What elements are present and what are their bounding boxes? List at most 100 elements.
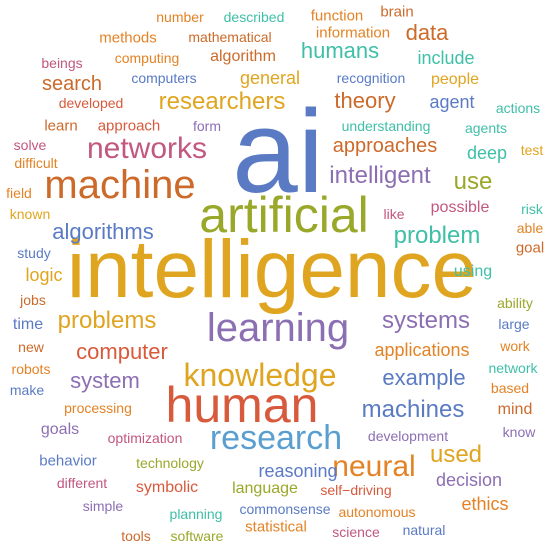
- cloud-word: ability: [497, 295, 533, 311]
- cloud-word: language: [232, 480, 298, 497]
- cloud-word: goals: [40, 421, 80, 438]
- cloud-word: human: [165, 377, 319, 433]
- cloud-word: study: [17, 245, 51, 261]
- cloud-word: decision: [435, 470, 503, 490]
- cloud-word: approach: [97, 117, 161, 135]
- cloud-word: using: [453, 263, 493, 280]
- cloud-word: new: [18, 339, 44, 355]
- cloud-word: system: [70, 368, 140, 393]
- cloud-word: intelligent: [329, 162, 431, 189]
- cloud-word: research: [209, 419, 343, 457]
- cloud-word: humans: [300, 38, 380, 63]
- cloud-word: neural: [332, 450, 416, 483]
- cloud-word: algorithms: [52, 219, 154, 244]
- cloud-word: like: [383, 206, 405, 222]
- cloud-word: network: [488, 360, 538, 376]
- cloud-word: jobs: [20, 292, 46, 308]
- cloud-word: computing: [114, 50, 180, 66]
- cloud-word: knowledge: [183, 357, 337, 393]
- cloud-word: optimization: [107, 430, 183, 446]
- cloud-word: beings: [41, 55, 83, 71]
- cloud-word: based: [490, 380, 530, 396]
- cloud-word: robots: [11, 361, 51, 377]
- cloud-word: developed: [58, 95, 124, 111]
- cloud-word: information: [315, 24, 391, 42]
- cloud-word: symbolic: [135, 479, 199, 496]
- cloud-word: theory: [334, 88, 396, 113]
- cloud-word: learning: [206, 306, 350, 350]
- cloud-word: field: [6, 185, 32, 201]
- cloud-word: know: [502, 424, 536, 440]
- cloud-word: agent: [429, 92, 475, 112]
- cloud-word: algorithm: [210, 48, 276, 65]
- cloud-word: processing: [64, 400, 132, 416]
- cloud-word: work: [500, 338, 530, 354]
- cloud-word: networks: [86, 132, 208, 165]
- cloud-word: function: [310, 7, 364, 25]
- cloud-word: solve: [13, 137, 47, 153]
- cloud-word: general: [239, 68, 301, 88]
- cloud-word: intelligence: [66, 224, 478, 315]
- cloud-word: methods: [99, 29, 157, 47]
- cloud-word: reasoning: [258, 461, 338, 481]
- cloud-word: machine: [44, 163, 196, 207]
- cloud-word: science: [332, 524, 380, 540]
- cloud-word: tools: [121, 528, 151, 544]
- cloud-word: test: [520, 142, 544, 158]
- cloud-word: self−driving: [320, 482, 392, 498]
- cloud-word: data: [405, 20, 449, 45]
- cloud-word: time: [12, 316, 44, 333]
- cloud-word: deep: [466, 143, 508, 163]
- cloud-word: machines: [361, 396, 465, 423]
- cloud-word: difficult: [14, 155, 58, 171]
- cloud-word: possible: [430, 199, 490, 216]
- cloud-word: computer: [76, 339, 168, 364]
- cloud-word: described: [223, 9, 285, 25]
- cloud-word: development: [367, 428, 449, 444]
- cloud-word: mind: [497, 401, 533, 418]
- cloud-word: example: [382, 365, 466, 390]
- cloud-word: planning: [169, 506, 223, 522]
- cloud-word: able: [516, 220, 544, 236]
- cloud-word: simple: [82, 498, 124, 514]
- cloud-word: applications: [374, 340, 470, 360]
- cloud-word: problems: [57, 307, 157, 334]
- cloud-word: use: [453, 168, 493, 195]
- cloud-word: approaches: [332, 135, 438, 157]
- cloud-word: form: [193, 118, 221, 134]
- cloud-word: include: [417, 48, 475, 68]
- cloud-word: learn: [44, 117, 78, 135]
- cloud-word: recognition: [336, 70, 406, 86]
- cloud-word: ethics: [461, 494, 509, 514]
- cloud-word: large: [498, 316, 530, 332]
- cloud-word: actions: [495, 100, 541, 116]
- cloud-word: autonomous: [338, 504, 416, 520]
- cloud-word: search: [41, 73, 103, 95]
- cloud-word: agents: [464, 120, 508, 136]
- cloud-word: mathematical: [188, 29, 272, 45]
- cloud-word: problem: [393, 222, 481, 249]
- cloud-word: logic: [25, 265, 63, 285]
- cloud-word: artificial: [199, 187, 369, 243]
- cloud-word: goal: [515, 239, 545, 257]
- cloud-word: ai: [232, 86, 324, 218]
- cloud-word: software: [170, 528, 224, 544]
- cloud-word: number: [156, 9, 204, 25]
- cloud-word: technology: [136, 455, 204, 471]
- cloud-word: risk: [521, 201, 543, 217]
- cloud-word: used: [429, 441, 483, 468]
- cloud-word: computers: [131, 70, 197, 86]
- cloud-word: researchers: [158, 88, 286, 115]
- cloud-word: understanding: [341, 118, 431, 134]
- cloud-word: statistical: [245, 518, 307, 536]
- cloud-word: systems: [381, 307, 471, 334]
- cloud-word: natural: [402, 522, 446, 538]
- cloud-word: known: [9, 206, 51, 222]
- cloud-word: different: [56, 475, 108, 491]
- cloud-word: brain: [380, 3, 414, 21]
- cloud-word: people: [430, 71, 480, 88]
- cloud-word: behavior: [39, 452, 97, 470]
- cloud-word: make: [9, 382, 45, 398]
- cloud-word: commonsense: [239, 501, 331, 517]
